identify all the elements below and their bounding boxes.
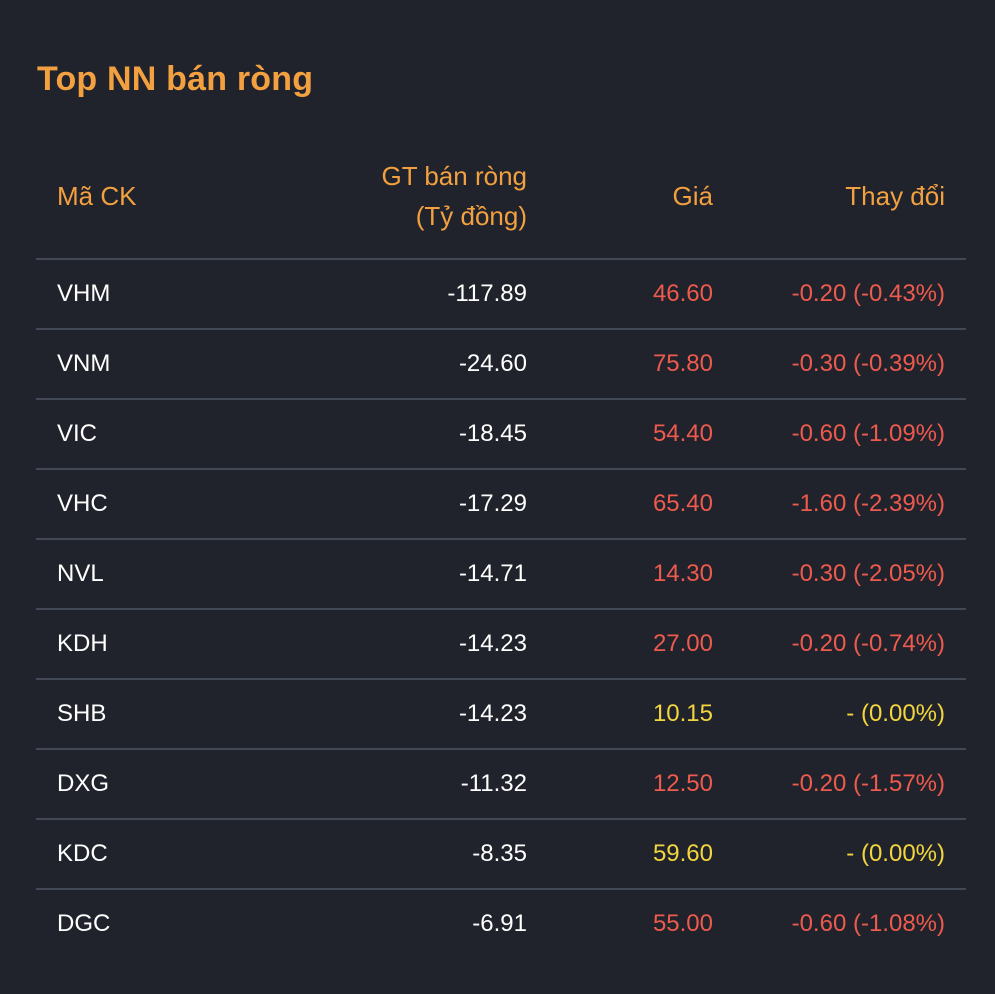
price: 55.00 [652, 910, 713, 937]
price-change: - (0.00%) [846, 840, 945, 867]
net-sell-value: -8.35 [472, 840, 527, 867]
table-row[interactable]: KDH -14.23 27.00 -0.20 (-0.74%) [36, 610, 966, 680]
net-sell-value: -18.45 [458, 420, 527, 447]
price: 10.15 [652, 700, 713, 727]
stock-code[interactable]: VHM [57, 280, 111, 307]
column-header-net-value-line1: GT bán ròng [381, 161, 527, 191]
table-row[interactable]: NVL -14.71 14.30 -0.30 (-2.05%) [36, 540, 966, 610]
price-change: -0.60 (-1.08%) [791, 910, 945, 937]
net-sell-value: -6.91 [472, 910, 527, 937]
stock-code[interactable]: VNM [57, 350, 111, 377]
price-change: -0.30 (-2.05%) [791, 560, 945, 587]
price-change: -0.20 (-0.43%) [791, 280, 945, 307]
stock-code[interactable]: VIC [57, 420, 98, 447]
table-row[interactable]: KDC -8.35 59.60 - (0.00%) [36, 820, 966, 890]
column-header-price[interactable]: Giá [672, 181, 713, 211]
table-row[interactable]: VIC -18.45 54.40 -0.60 (-1.09%) [36, 400, 966, 470]
table-row[interactable]: DGC -6.91 55.00 -0.60 (-1.08%) [36, 890, 966, 960]
price: 65.40 [652, 490, 713, 517]
price: 27.00 [652, 630, 713, 657]
table-body: VHM -117.89 46.60 -0.20 (-0.43%) VNM -24… [36, 260, 966, 960]
net-sell-value: -14.23 [458, 700, 527, 727]
column-header-code[interactable]: Mã CK [57, 181, 137, 211]
stock-code[interactable]: KDH [57, 630, 108, 657]
price-change: -0.30 (-0.39%) [791, 350, 945, 377]
stock-code[interactable]: DGC [57, 910, 111, 937]
net-sell-value: -14.71 [458, 560, 527, 587]
panel-title: Top NN bán ròng [37, 60, 314, 98]
price-change: -1.60 (-2.39%) [791, 490, 945, 517]
column-header-change[interactable]: Thay đổi [845, 181, 945, 211]
price: 46.60 [652, 280, 713, 307]
stock-code[interactable]: VHC [57, 490, 108, 517]
price: 14.30 [652, 560, 713, 587]
net-sell-value: -24.60 [458, 350, 527, 377]
price-change: -0.20 (-0.74%) [791, 630, 945, 657]
price-change: -0.60 (-1.09%) [791, 420, 945, 447]
stock-code[interactable]: NVL [57, 560, 104, 587]
table-row[interactable]: VHC -17.29 65.40 -1.60 (-2.39%) [36, 470, 966, 540]
column-header-net-value[interactable]: GT bán ròng (Tỷ đồng) [381, 156, 527, 236]
table-row[interactable]: DXG -11.32 12.50 -0.20 (-1.57%) [36, 750, 966, 820]
price: 75.80 [652, 350, 713, 377]
price: 12.50 [652, 770, 713, 797]
price-change: -0.20 (-1.57%) [791, 770, 945, 797]
net-sell-value: -14.23 [458, 630, 527, 657]
table-row[interactable]: VHM -117.89 46.60 -0.20 (-0.43%) [36, 260, 966, 330]
stock-code[interactable]: SHB [57, 700, 107, 727]
stock-code[interactable]: KDC [57, 840, 108, 867]
net-selling-table: Mã CK GT bán ròng (Tỷ đồng) Giá Thay đổi… [36, 150, 966, 960]
price-change: - (0.00%) [846, 700, 945, 727]
table-header: Mã CK GT bán ròng (Tỷ đồng) Giá Thay đổi [36, 150, 966, 260]
table-row[interactable]: VNM -24.60 75.80 -0.30 (-0.39%) [36, 330, 966, 400]
column-header-net-value-line2: (Tỷ đồng) [415, 201, 527, 231]
net-sell-value: -17.29 [458, 490, 527, 517]
net-sell-value: -11.32 [460, 770, 527, 797]
price: 59.60 [652, 840, 713, 867]
table-row[interactable]: SHB -14.23 10.15 - (0.00%) [36, 680, 966, 750]
stock-code[interactable]: DXG [57, 770, 110, 797]
net-sell-value: -117.89 [447, 280, 527, 307]
price: 54.40 [652, 420, 713, 447]
